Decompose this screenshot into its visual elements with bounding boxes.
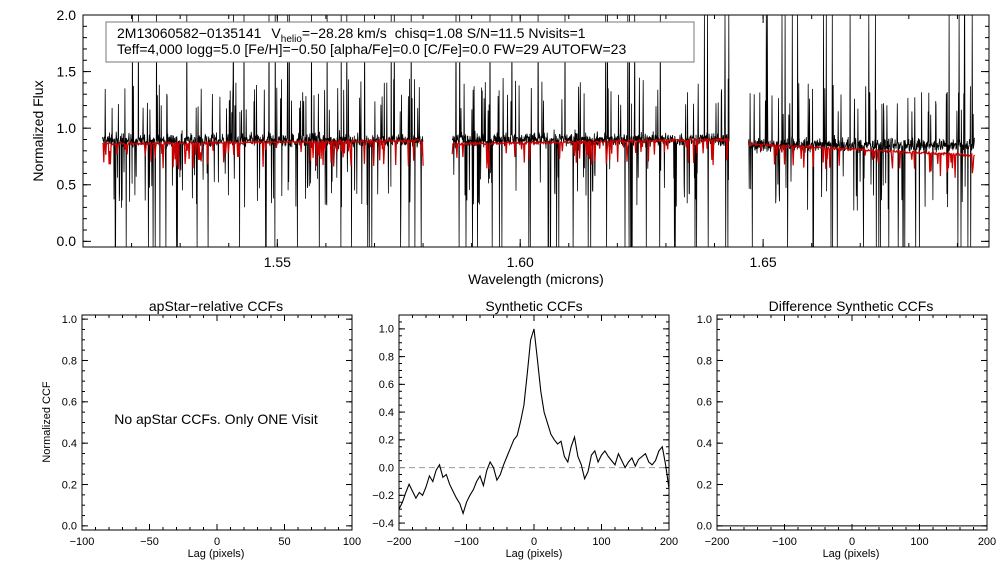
x-tick-label: −50 <box>140 536 159 548</box>
y-tick-label: 0.2 <box>697 479 712 491</box>
x-tick-label: 100 <box>343 536 361 548</box>
y-tick-label: 0.0 <box>62 521 77 533</box>
y-tick-label: 0.2 <box>379 435 394 447</box>
y-tick-label: 0.8 <box>379 351 394 363</box>
x-tick-label: 1.55 <box>264 254 291 270</box>
x-tick-label: 100 <box>592 536 610 548</box>
apstar-ccf-title: apStar−relative CCFs <box>149 298 283 314</box>
difference-ccf-plot-frame <box>716 314 988 531</box>
y-tick-label: 2.0 <box>57 7 77 23</box>
spectrum-ticks: 1.55 1.60 1.65 0.0 0.5 1.0 1.5 2.0 <box>57 7 989 270</box>
annotation-line-2: Teff=4,000 logg=5.0 [Fe/H]=−0.50 [alpha/… <box>117 41 626 57</box>
x-tick-label: 0 <box>214 536 220 548</box>
vhelio-subscript: helio <box>281 34 303 45</box>
y-tick-label: −0.2 <box>372 490 394 502</box>
star-id: 2M13060582−0135141 <box>117 25 262 41</box>
y-tick-label: 0.0 <box>379 462 394 474</box>
no-ccf-message: No apStar CCFs. Only ONE Visit <box>114 411 318 427</box>
spectrum-annotation-box: 2M13060582−0135141 Vhelio=−28.28 km/s chis… <box>105 21 695 63</box>
y-tick-label: 0.0 <box>697 521 712 533</box>
y-tick-label: 0.6 <box>379 379 394 391</box>
vhelio-value: =−28.28 km/s <box>302 25 387 41</box>
y-tick-label: 0.8 <box>62 355 77 367</box>
y-tick-label: −0.4 <box>372 518 394 530</box>
y-tick-label: 1.0 <box>57 120 77 136</box>
y-tick-label: 1.5 <box>57 63 77 79</box>
observed-spectrum-chip-3 <box>748 14 975 248</box>
x-tick-label: −200 <box>387 536 412 548</box>
y-tick-label: 1.0 <box>62 314 77 326</box>
x-tick-label: 100 <box>910 536 928 548</box>
y-tick-label: 1.0 <box>379 324 394 336</box>
y-tick-label: 0.8 <box>697 355 712 367</box>
spectrum-y-axis-title: Normalized Flux <box>30 80 46 181</box>
apstar-ccf-panel: apStar−relative CCFs −100 −50 0 50 100 0.0 0.2… <box>41 298 361 560</box>
apstar-ccf-ticks: −100 −50 0 50 100 0.0 0.2 0.4 0.6 0.8 1.0 <box>62 314 361 548</box>
synthetic-ccf-panel: Synthetic CCFs −200 −100 0 100 200 −0.4 −0.2 0.… <box>372 298 678 560</box>
x-tick-label: −200 <box>705 536 730 548</box>
x-tick-label: −100 <box>772 536 797 548</box>
synthetic-ccf-title: Synthetic CCFs <box>485 298 582 314</box>
x-tick-label: 1.65 <box>749 254 776 270</box>
spectrum-panel: 1.55 1.60 1.65 0.0 0.5 1.0 1.5 2.0 Wavelength (… <box>30 7 990 287</box>
y-tick-label: 0.4 <box>697 438 712 450</box>
synthetic-ccf-plot-frame <box>398 314 670 531</box>
synthetic-ccf-line <box>398 328 670 516</box>
x-tick-label: −100 <box>70 536 95 548</box>
y-tick-label: 0.4 <box>379 407 394 419</box>
difference-ccf-x-axis-title: Lag (pixels) <box>823 548 880 560</box>
y-tick-label: 0.5 <box>57 177 77 193</box>
x-tick-label: 1.60 <box>507 254 534 270</box>
difference-ccf-panel: Difference Synthetic CCFs −200 −100 0 100 20… <box>697 298 996 560</box>
x-tick-label: 0 <box>849 536 855 548</box>
apstar-ccf-x-axis-title: Lag (pixels) <box>188 548 245 560</box>
spectrum-plot-frame <box>82 14 990 248</box>
x-tick-label: 200 <box>660 536 678 548</box>
y-tick-label: 0.6 <box>697 397 712 409</box>
y-tick-label: 0.4 <box>62 438 77 450</box>
synthetic-ccf-data <box>398 328 670 516</box>
apstar-ccf-y-axis-title: Normalized CCF <box>41 381 53 463</box>
x-tick-label: 200 <box>978 536 996 548</box>
difference-ccf-ticks: −200 −100 0 100 200 0.0 0.2 0.4 0.6 0.8 1.0 <box>697 314 996 548</box>
x-tick-label: 50 <box>278 536 290 548</box>
annotation-box-border <box>105 21 695 63</box>
model-spectrum-chip-1 <box>102 138 424 170</box>
model-spectrum-chip-3 <box>748 141 975 178</box>
synthetic-ccf-ticks: −200 −100 0 100 200 −0.4 −0.2 0.0 0.2 0.4 0.6 0.8 1.… <box>372 314 678 548</box>
difference-ccf-title: Difference Synthetic CCFs <box>769 298 934 314</box>
model-spectrum-chip-2 <box>451 137 730 169</box>
y-tick-label: 0.0 <box>57 233 77 249</box>
x-tick-label: 0 <box>531 536 537 548</box>
y-tick-label: 1.0 <box>697 314 712 326</box>
y-tick-label: 0.6 <box>62 397 77 409</box>
spectrum-x-axis-title: Wavelength (microns) <box>468 271 604 287</box>
x-tick-label: −100 <box>454 536 479 548</box>
vhelio-label: V <box>271 25 281 41</box>
annotation-line-1: 2M13060582−0135141 Vhelio=−28.28 km/s chis… <box>117 25 586 45</box>
synthetic-ccf-x-axis-title: Lag (pixels) <box>506 548 563 560</box>
y-tick-label: 0.2 <box>62 479 77 491</box>
fit-statistics: chisq=1.08 S/N=11.5 Nvisits=1 <box>395 25 586 41</box>
